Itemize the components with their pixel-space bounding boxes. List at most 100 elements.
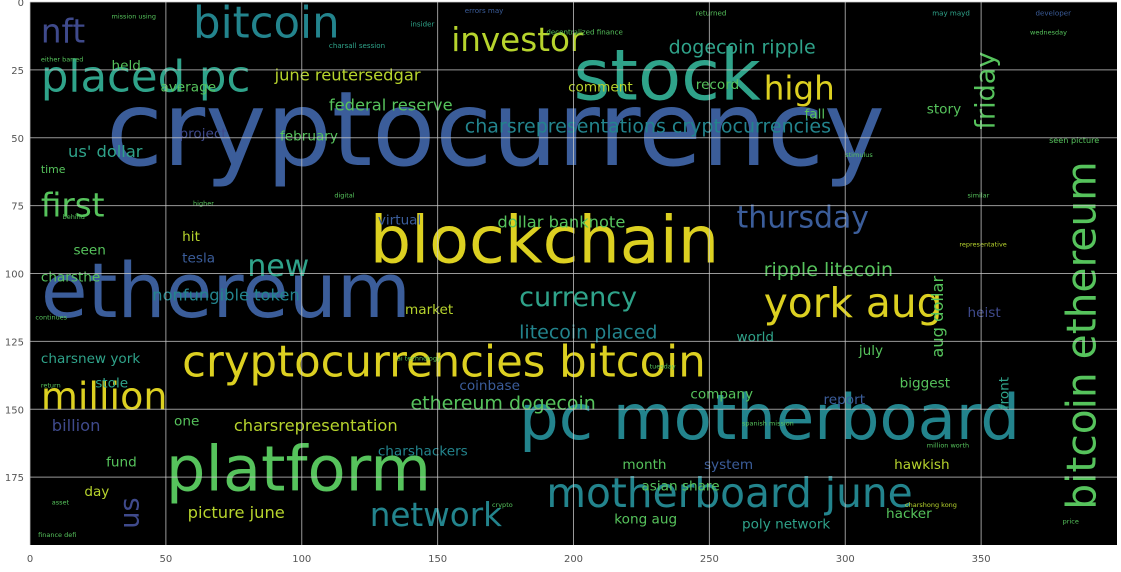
y-tick-label: 150 <box>5 405 24 416</box>
word-million: million <box>41 374 168 418</box>
word-february: february <box>280 128 338 144</box>
word-cryptocurrency: cryptocurrency <box>106 70 885 190</box>
word-wednesday: wednesday <box>1030 29 1067 37</box>
word-hawkish: hawkish <box>894 457 949 473</box>
word-ai-technology: ai technology <box>397 354 441 362</box>
word-billion: billion <box>52 416 101 435</box>
word-fund: fund <box>106 454 137 470</box>
word-high: high <box>764 70 835 108</box>
word-june-reutersedgar: june reutersedgar <box>274 66 421 85</box>
x-tick-label: 250 <box>700 554 719 565</box>
word-thursday: thursday <box>737 200 869 235</box>
word-similar: similar <box>968 191 990 199</box>
word-insider: insider <box>410 19 434 28</box>
word-market: market <box>405 302 453 318</box>
y-tick-label: 125 <box>5 337 24 348</box>
word-us-dollar: us' dollar <box>68 142 143 161</box>
word-million-worth: million worth <box>927 441 969 449</box>
word-charsnew-york: charsnew york <box>41 351 140 367</box>
word-biggest: biggest <box>900 376 950 392</box>
y-tick-label: 75 <box>11 202 24 213</box>
word-new: new <box>247 249 309 284</box>
word-developer: developer <box>1035 9 1071 18</box>
word-month: month <box>622 457 666 473</box>
word-litecoin-placed: litecoin placed <box>519 322 657 344</box>
word-higher: higher <box>193 200 214 208</box>
x-tick-label: 50 <box>160 554 173 565</box>
word-return: return <box>41 382 61 390</box>
y-tick-label: 0 <box>18 0 24 9</box>
word-hacker: hacker <box>886 506 932 522</box>
word-seen-picture: seen picture <box>1049 135 1099 145</box>
word-ethereum-dogecoin: ethereum dogecoin <box>410 392 595 414</box>
word-picture-june: picture june <box>188 503 285 522</box>
x-tick-label: 350 <box>972 554 991 565</box>
word-time: time <box>41 163 66 176</box>
word-placed-pc: placed pc <box>41 53 250 103</box>
word-either-barred: either barred <box>41 56 84 64</box>
word-asset: asset <box>52 498 70 506</box>
word-comment: comment <box>568 80 633 96</box>
word-finance-defi: finance defi <box>38 531 76 539</box>
word-heist: heist <box>968 305 1001 321</box>
word-system: system <box>704 457 753 473</box>
word-story: story <box>927 101 961 117</box>
word-layer: cryptocurrencyethereumstockblockchainpc … <box>35 0 1105 539</box>
word-july: july <box>858 343 883 359</box>
word-dollar-banknote: dollar banknote <box>497 212 625 231</box>
word-stole: stole <box>95 376 128 392</box>
word-platform: platform <box>166 433 431 506</box>
word-investor: investor <box>451 21 584 59</box>
word-returned: returned <box>696 9 727 18</box>
word-pc-motherboard: pc motherboard <box>519 381 1020 454</box>
x-tick-label: 200 <box>564 554 583 565</box>
word-fall: fall <box>804 107 825 123</box>
word-representative: representative <box>959 240 1006 248</box>
x-tick-label: 0 <box>27 554 33 565</box>
word-seen: seen <box>73 242 105 258</box>
word-average: average <box>160 80 216 96</box>
word-spanish-mission: spanish mission <box>742 420 794 428</box>
word-charshackers: charshackers <box>378 443 468 459</box>
word-world: world <box>737 329 774 345</box>
word-mission-using: mission using <box>112 12 156 20</box>
word-coinbase: coinbase <box>459 378 520 394</box>
word-charsrepresentations-cryptocurrencies: charsrepresentations cryptocurrencies <box>465 115 831 137</box>
word-asian-share: asian share <box>641 479 719 495</box>
word-charsrepresentation: charsrepresentation <box>234 416 398 435</box>
word-bitcoin: bitcoin <box>193 0 340 48</box>
word-virtual: virtual <box>378 213 421 229</box>
word-front: front <box>996 377 1012 409</box>
word-bitcoin-ethereum: bitcoin ethereum <box>1057 161 1105 509</box>
word-tesla: tesla <box>182 251 215 267</box>
y-tick-label: 25 <box>11 66 24 77</box>
word-stimulus: stimulus <box>845 151 873 159</box>
word-motherboard-june: motherboard june <box>546 469 912 517</box>
word-may-mayd: may mayd <box>932 9 970 18</box>
word-charshong-kong: charshong kong <box>905 501 957 509</box>
word-decentralized-finance: decentralized finance <box>546 28 623 37</box>
word-company: company <box>690 386 753 402</box>
word-continues: continues <box>35 314 67 322</box>
word-federal-reserve: federal reserve <box>329 96 453 115</box>
word-currency: currency <box>519 282 637 313</box>
word-behind: behind <box>63 213 85 221</box>
word-network: network <box>370 496 502 534</box>
word-report: report <box>824 392 866 408</box>
x-tick-label: 100 <box>292 554 311 565</box>
y-tick-label: 50 <box>11 134 24 145</box>
word-kong-aug: kong aug <box>614 511 677 527</box>
x-tick-label: 300 <box>836 554 855 565</box>
word-one: one <box>174 414 199 430</box>
y-tick-label: 100 <box>5 270 24 281</box>
word-dogecoin-ripple: dogecoin ripple <box>669 37 816 59</box>
word-ripple-litecoin: ripple litecoin <box>764 259 893 281</box>
word-aug-dollar: aug dollar <box>928 276 947 358</box>
word-us: us <box>115 497 146 528</box>
word-errors-may: errors may <box>465 6 504 15</box>
y-tick-label: 175 <box>5 473 24 484</box>
word-price: price <box>1063 517 1079 525</box>
word-digital: digital <box>334 191 354 199</box>
word-ethereum: ethereum <box>41 246 411 335</box>
